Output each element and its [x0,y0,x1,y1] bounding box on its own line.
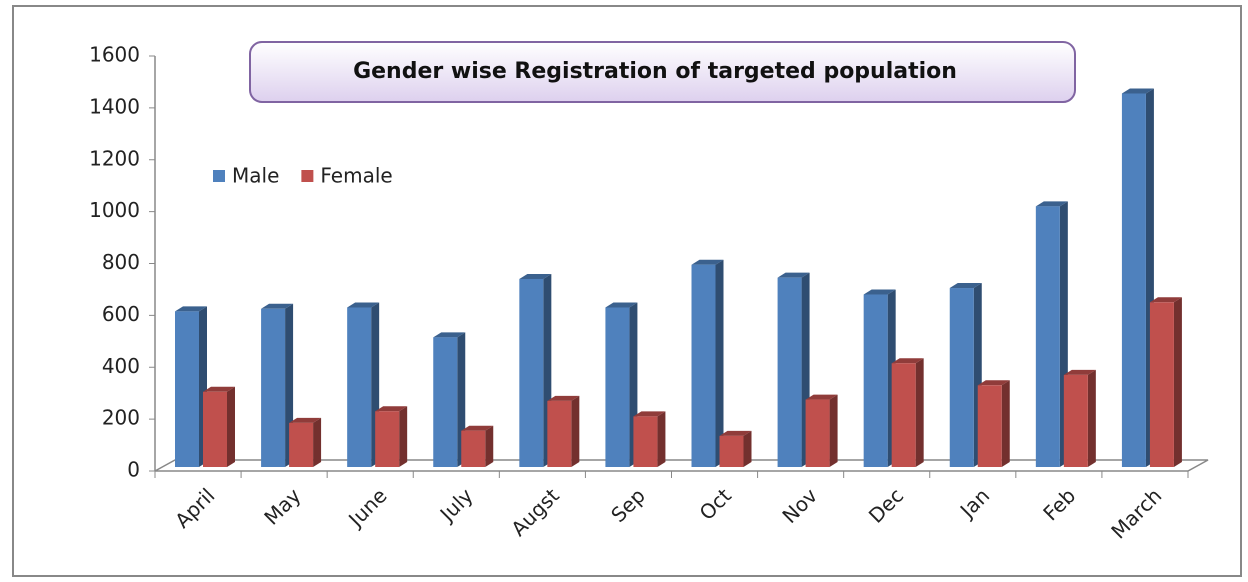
bar-side [571,395,580,467]
bar-top [519,273,552,279]
y-tick-label: 1200 [89,146,140,170]
bar-top [1063,369,1096,375]
bar-top [375,406,408,412]
bar-top [605,302,638,308]
bar [863,294,888,467]
bar [891,363,916,467]
bar-side [915,358,924,467]
bar [1149,302,1174,467]
bar-top [863,289,896,295]
bar-side [485,425,494,467]
bar [1121,93,1146,467]
bar-side [1001,380,1010,467]
legend-label: Female [320,164,392,188]
bar [433,337,458,467]
legend-label: Male [232,164,279,188]
bar [691,264,716,467]
bar-top [289,417,322,423]
bar [605,307,630,467]
bar-side [1173,297,1182,467]
bar-top [347,302,380,308]
bar [719,435,744,467]
bar-top [805,394,838,400]
bar [1063,374,1088,467]
bar [949,288,974,467]
y-tick-label: 200 [102,406,140,430]
bar [805,399,830,467]
bar-top [175,306,207,312]
bar-side [227,386,235,467]
y-tick-label: 1400 [89,94,140,118]
y-tick-label: 1000 [89,198,140,222]
bar-top [1149,297,1182,303]
bar-top [1035,201,1068,207]
bar [347,307,372,467]
legend-swatch [301,170,314,182]
bar-top [949,283,982,289]
bar [203,391,227,467]
y-tick-label: 1600 [89,43,140,67]
bar-side [1087,369,1096,467]
y-tick-label: 800 [102,250,140,274]
bar-top [891,358,924,364]
bar [519,278,544,467]
bar-top [461,425,494,431]
bar [777,277,802,467]
y-tick-label: 0 [127,458,140,482]
bar [547,400,572,467]
legend-swatch [213,170,225,182]
bar-side [399,406,408,467]
bar-top [261,303,294,309]
bar [1035,206,1060,467]
bar [375,411,400,467]
bar-side [715,259,724,467]
bar [289,422,314,467]
bar-top [977,380,1010,386]
bar-side [743,430,752,467]
bar-top [1121,88,1154,94]
bar [461,430,486,467]
bar [261,308,286,467]
chart-title: Gender wise Registration of targeted pop… [353,59,957,84]
bar [977,385,1002,467]
y-tick-label: 600 [102,302,140,326]
y-tick-label: 400 [102,354,140,378]
bar-side [829,394,838,467]
bar-top [777,272,810,278]
bar-top [633,411,666,417]
bar [633,416,658,467]
bar-top [433,332,466,338]
bar-top [203,386,235,392]
bar-top [719,430,752,436]
bar-top [691,259,724,265]
bar-side [657,411,666,467]
bar-top [547,395,580,401]
bar [175,311,199,467]
bar-side [313,417,322,467]
title-box [249,41,1076,103]
